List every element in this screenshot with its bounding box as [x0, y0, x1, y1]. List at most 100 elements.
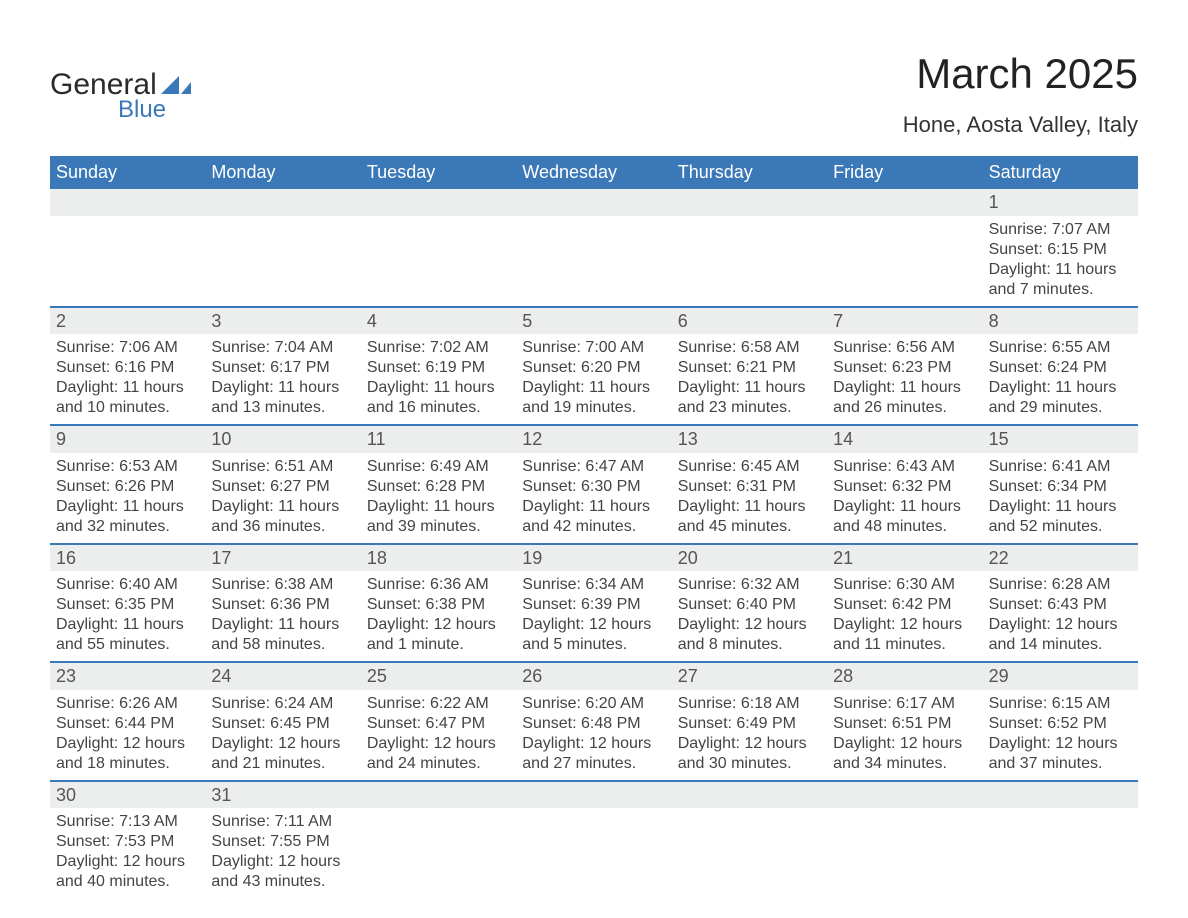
day-daylight: Daylight: 12 hours and 21 minutes.: [211, 734, 354, 774]
day-number: 11: [361, 426, 516, 453]
day-number: 17: [205, 545, 360, 572]
day-cell: 26Sunrise: 6:20 AMSunset: 6:48 PMDayligh…: [516, 663, 671, 780]
day-cell: 17Sunrise: 6:38 AMSunset: 6:36 PMDayligh…: [205, 545, 360, 662]
day-cell: 30Sunrise: 7:13 AMSunset: 7:53 PMDayligh…: [50, 782, 205, 899]
day-sunset: Sunset: 6:34 PM: [989, 477, 1132, 497]
day-cell: 9Sunrise: 6:53 AMSunset: 6:26 PMDaylight…: [50, 426, 205, 543]
logo-word2: Blue: [118, 96, 166, 124]
day-daylight: Daylight: 12 hours and 34 minutes.: [833, 734, 976, 774]
day-cell: 3Sunrise: 7:04 AMSunset: 6:17 PMDaylight…: [205, 308, 360, 425]
day-daylight: Daylight: 11 hours and 36 minutes.: [211, 497, 354, 537]
day-sunset: Sunset: 6:32 PM: [833, 477, 976, 497]
day-sunrise: Sunrise: 6:34 AM: [522, 575, 665, 595]
day-cell-empty: [672, 189, 827, 306]
day-sunrise: Sunrise: 7:11 AM: [211, 812, 354, 832]
day-sunrise: Sunrise: 6:15 AM: [989, 694, 1132, 714]
day-sunset: Sunset: 6:19 PM: [367, 358, 510, 378]
day-cell-empty: [983, 782, 1138, 899]
day-sunset: Sunset: 6:35 PM: [56, 595, 199, 615]
day-daylight: Daylight: 11 hours and 39 minutes.: [367, 497, 510, 537]
day-sunrise: Sunrise: 6:32 AM: [678, 575, 821, 595]
weekday-wednesday: Wednesday: [516, 156, 671, 189]
day-daylight: Daylight: 12 hours and 43 minutes.: [211, 852, 354, 892]
day-daylight: Daylight: 12 hours and 24 minutes.: [367, 734, 510, 774]
day-cell-empty: [361, 189, 516, 306]
day-sunrise: Sunrise: 7:02 AM: [367, 338, 510, 358]
day-cell-empty: [50, 189, 205, 306]
day-number: [827, 782, 982, 809]
day-number: 13: [672, 426, 827, 453]
day-number: 16: [50, 545, 205, 572]
page-title: March 2025: [903, 50, 1138, 98]
day-sunset: Sunset: 6:43 PM: [989, 595, 1132, 615]
day-number: [672, 782, 827, 809]
day-daylight: Daylight: 11 hours and 48 minutes.: [833, 497, 976, 537]
logo: General Blue: [50, 50, 191, 124]
day-number: 27: [672, 663, 827, 690]
day-sunrise: Sunrise: 6:22 AM: [367, 694, 510, 714]
day-number: 7: [827, 308, 982, 335]
week-row: 16Sunrise: 6:40 AMSunset: 6:35 PMDayligh…: [50, 543, 1138, 662]
weekday-tuesday: Tuesday: [361, 156, 516, 189]
day-sunrise: Sunrise: 6:49 AM: [367, 457, 510, 477]
weekday-sunday: Sunday: [50, 156, 205, 189]
weekday-saturday: Saturday: [983, 156, 1138, 189]
day-cell-empty: [827, 189, 982, 306]
week-row: 2Sunrise: 7:06 AMSunset: 6:16 PMDaylight…: [50, 306, 1138, 425]
logo-sail-icon: [161, 74, 191, 94]
day-number: 20: [672, 545, 827, 572]
day-sunrise: Sunrise: 6:43 AM: [833, 457, 976, 477]
day-sunset: Sunset: 6:39 PM: [522, 595, 665, 615]
day-sunrise: Sunrise: 6:28 AM: [989, 575, 1132, 595]
day-sunset: Sunset: 6:40 PM: [678, 595, 821, 615]
day-sunrise: Sunrise: 6:56 AM: [833, 338, 976, 358]
day-number: 12: [516, 426, 671, 453]
day-daylight: Daylight: 11 hours and 32 minutes.: [56, 497, 199, 537]
day-number: 6: [672, 308, 827, 335]
day-number: [672, 189, 827, 216]
day-daylight: Daylight: 12 hours and 27 minutes.: [522, 734, 665, 774]
day-daylight: Daylight: 12 hours and 40 minutes.: [56, 852, 199, 892]
day-number: 22: [983, 545, 1138, 572]
day-sunrise: Sunrise: 6:41 AM: [989, 457, 1132, 477]
calendar: SundayMondayTuesdayWednesdayThursdayFrid…: [50, 156, 1138, 898]
day-sunset: Sunset: 6:27 PM: [211, 477, 354, 497]
day-number: 14: [827, 426, 982, 453]
day-sunrise: Sunrise: 6:17 AM: [833, 694, 976, 714]
weekday-monday: Monday: [205, 156, 360, 189]
day-sunset: Sunset: 6:20 PM: [522, 358, 665, 378]
day-number: 21: [827, 545, 982, 572]
day-sunrise: Sunrise: 6:53 AM: [56, 457, 199, 477]
header: General Blue March 2025 Hone, Aosta Vall…: [50, 50, 1138, 138]
day-number: 29: [983, 663, 1138, 690]
day-daylight: Daylight: 11 hours and 19 minutes.: [522, 378, 665, 418]
day-number: [50, 189, 205, 216]
page-subtitle: Hone, Aosta Valley, Italy: [903, 112, 1138, 138]
day-daylight: Daylight: 12 hours and 5 minutes.: [522, 615, 665, 655]
day-sunset: Sunset: 6:15 PM: [989, 240, 1132, 260]
day-daylight: Daylight: 11 hours and 7 minutes.: [989, 260, 1132, 300]
day-daylight: Daylight: 11 hours and 23 minutes.: [678, 378, 821, 418]
day-cell: 1Sunrise: 7:07 AMSunset: 6:15 PMDaylight…: [983, 189, 1138, 306]
day-sunrise: Sunrise: 6:58 AM: [678, 338, 821, 358]
day-cell: 2Sunrise: 7:06 AMSunset: 6:16 PMDaylight…: [50, 308, 205, 425]
day-number: 24: [205, 663, 360, 690]
day-daylight: Daylight: 12 hours and 37 minutes.: [989, 734, 1132, 774]
day-cell: 16Sunrise: 6:40 AMSunset: 6:35 PMDayligh…: [50, 545, 205, 662]
day-sunset: Sunset: 6:48 PM: [522, 714, 665, 734]
day-daylight: Daylight: 11 hours and 26 minutes.: [833, 378, 976, 418]
day-cell: 23Sunrise: 6:26 AMSunset: 6:44 PMDayligh…: [50, 663, 205, 780]
day-number: 5: [516, 308, 671, 335]
day-daylight: Daylight: 12 hours and 18 minutes.: [56, 734, 199, 774]
day-number: 3: [205, 308, 360, 335]
day-daylight: Daylight: 12 hours and 11 minutes.: [833, 615, 976, 655]
day-cell: 27Sunrise: 6:18 AMSunset: 6:49 PMDayligh…: [672, 663, 827, 780]
day-sunrise: Sunrise: 6:55 AM: [989, 338, 1132, 358]
day-sunset: Sunset: 6:36 PM: [211, 595, 354, 615]
day-cell: 13Sunrise: 6:45 AMSunset: 6:31 PMDayligh…: [672, 426, 827, 543]
day-number: [361, 189, 516, 216]
day-cell-empty: [516, 189, 671, 306]
day-cell: 19Sunrise: 6:34 AMSunset: 6:39 PMDayligh…: [516, 545, 671, 662]
day-sunset: Sunset: 6:23 PM: [833, 358, 976, 378]
day-sunrise: Sunrise: 7:00 AM: [522, 338, 665, 358]
